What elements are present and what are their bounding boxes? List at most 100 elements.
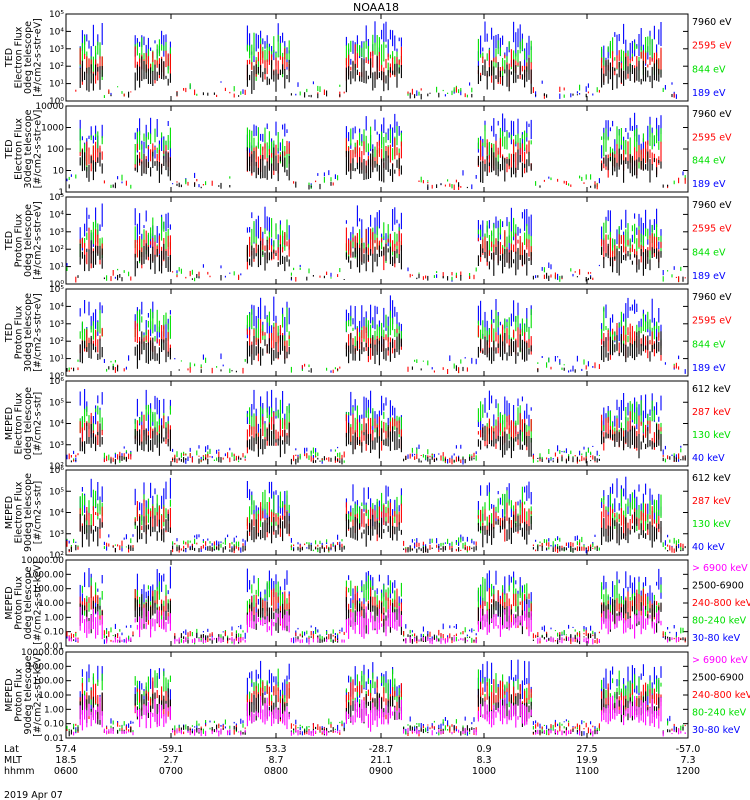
y-tick-label: 10000 [35,102,64,112]
legend-entry: 2595 eV [692,41,732,52]
legend-entry: 844 eV [692,339,726,350]
y-axis-label: MEPED [4,586,15,619]
y-tick-label: 10³ [49,530,64,540]
y-axis-label: Electron Flux [14,392,25,454]
y-tick-label: 10⁴ [49,302,64,312]
y-tick-label: 0.01 [44,642,64,652]
y-tick-label: 10⁰ [49,372,64,382]
y-tick-label: 10⁴ [49,420,64,430]
panel-frame [65,288,689,377]
y-axis-label: [#/cm2-s-str-eV] [33,18,44,97]
legend-entry: 2595 eV [692,316,732,327]
panel-frame [65,13,689,102]
legend-entry: 7960 eV [692,292,732,303]
y-axis-label: Proton Flux [14,305,25,359]
y-tick-label: 10² [49,337,64,347]
y-tick-label: 100 [47,145,64,155]
y-axis-label: TED [4,231,15,251]
legend-entry: 80-240 keV [692,616,747,627]
legend-entry: 2500-6900 [692,581,744,592]
y-tick-label: 10⁴ [49,509,64,519]
legend-entry: 240-800 keV [692,598,750,609]
y-tick-label: 10¹ [49,263,64,273]
legend-entry: 189 eV [692,271,726,282]
series-marks [66,112,686,190]
y-tick-label: 10³ [49,320,64,330]
y-tick-label: 10² [49,551,64,561]
series-marks [66,295,686,374]
panel-frame [65,196,689,285]
y-axis-label: 30deg telescope [23,109,34,188]
y-tick-label: 10⁵ [49,398,64,408]
y-axis-label: [#/cm2-s-str-eV] [33,201,44,280]
y-axis-label: 0deg telescope [23,566,34,639]
y-tick-label: 1000 [41,124,64,134]
y-axis-label: 0deg telescope [23,387,34,460]
legend-entry: 130 keV [692,430,731,441]
y-axis-label: Electron Flux [14,481,25,543]
y-tick-label: 10⁵ [49,285,64,295]
y-tick-label: 10 [53,167,65,177]
y-tick-label: 100.00 [33,585,65,595]
legend-entry: 40 keV [692,453,725,464]
y-tick-label: 10⁰ [49,280,64,290]
legend-entry: 30-80 keV [692,633,741,644]
y-axis-label: MEPED [4,496,15,529]
y-tick-label: 10³ [49,228,64,238]
y-tick-label: 0.10 [44,628,64,638]
y-axis-label: TED [4,323,15,343]
y-axis-label: TED [4,48,15,68]
series-marks [66,476,686,554]
y-axis-label: MEPED [4,407,15,440]
y-tick-label: 10² [49,462,64,472]
legend-entry: 189 eV [692,88,726,99]
y-axis-label: [#/cm2-s-str-eV] [33,293,44,372]
series-marks [66,566,686,645]
y-axis-label: 0deg telescope [23,21,34,94]
legend-entry: 844 eV [692,156,726,167]
y-axis-label: TED [4,139,15,159]
y-axis-label: 90deg telescope [23,473,34,552]
y-axis-label: Proton Flux [14,213,25,267]
y-axis-label: [#/cm2-s-str] [33,481,44,544]
series-marks [75,21,677,100]
y-tick-label: 10⁴ [49,210,64,220]
y-tick-label: 1.00 [44,613,64,623]
legend-entry: 844 eV [692,247,726,258]
y-axis-label: Electron Flux [14,26,25,88]
series-marks [66,389,686,465]
y-axis-label: Proton Flux [14,576,25,630]
y-tick-label: 10.00 [38,599,64,609]
legend-entry: > 6900 keV [692,563,748,574]
y-tick-label: 10000.00 [21,556,64,566]
legend-entry: 7960 eV [692,17,732,28]
y-tick-label: 10¹ [49,355,64,365]
y-tick-label: 10³ [49,441,64,451]
legend-entry: 7960 eV [692,109,732,120]
y-tick-label: 10⁵ [49,10,64,20]
legend-entry: 7960 eV [692,200,732,211]
legend-entry: 612 keV [692,384,731,395]
y-tick-label: 10⁶ [49,466,64,476]
y-axis-label: Electron Flux [14,118,25,180]
legend-entry: 2595 eV [692,132,732,143]
y-tick-label: 10³ [49,45,64,55]
legend-entry: 189 eV [692,363,726,374]
y-axis-label: [#/cm2-s-str-eV] [33,110,44,189]
y-axis-label: [#/cm2-s-str-keV] [33,561,44,645]
y-tick-label: 10⁴ [49,27,64,37]
legend-entry: 130 keV [692,519,731,530]
panel-7: 0.01 0.10 1.00 10.00 100.00 1000.00 10000.00 ME… [4,556,750,652]
y-tick-label: 1 [58,188,64,198]
y-tick-label: 10⁵ [49,487,64,497]
series-marks [66,203,686,283]
figure-title: NOAA18 [353,1,399,14]
